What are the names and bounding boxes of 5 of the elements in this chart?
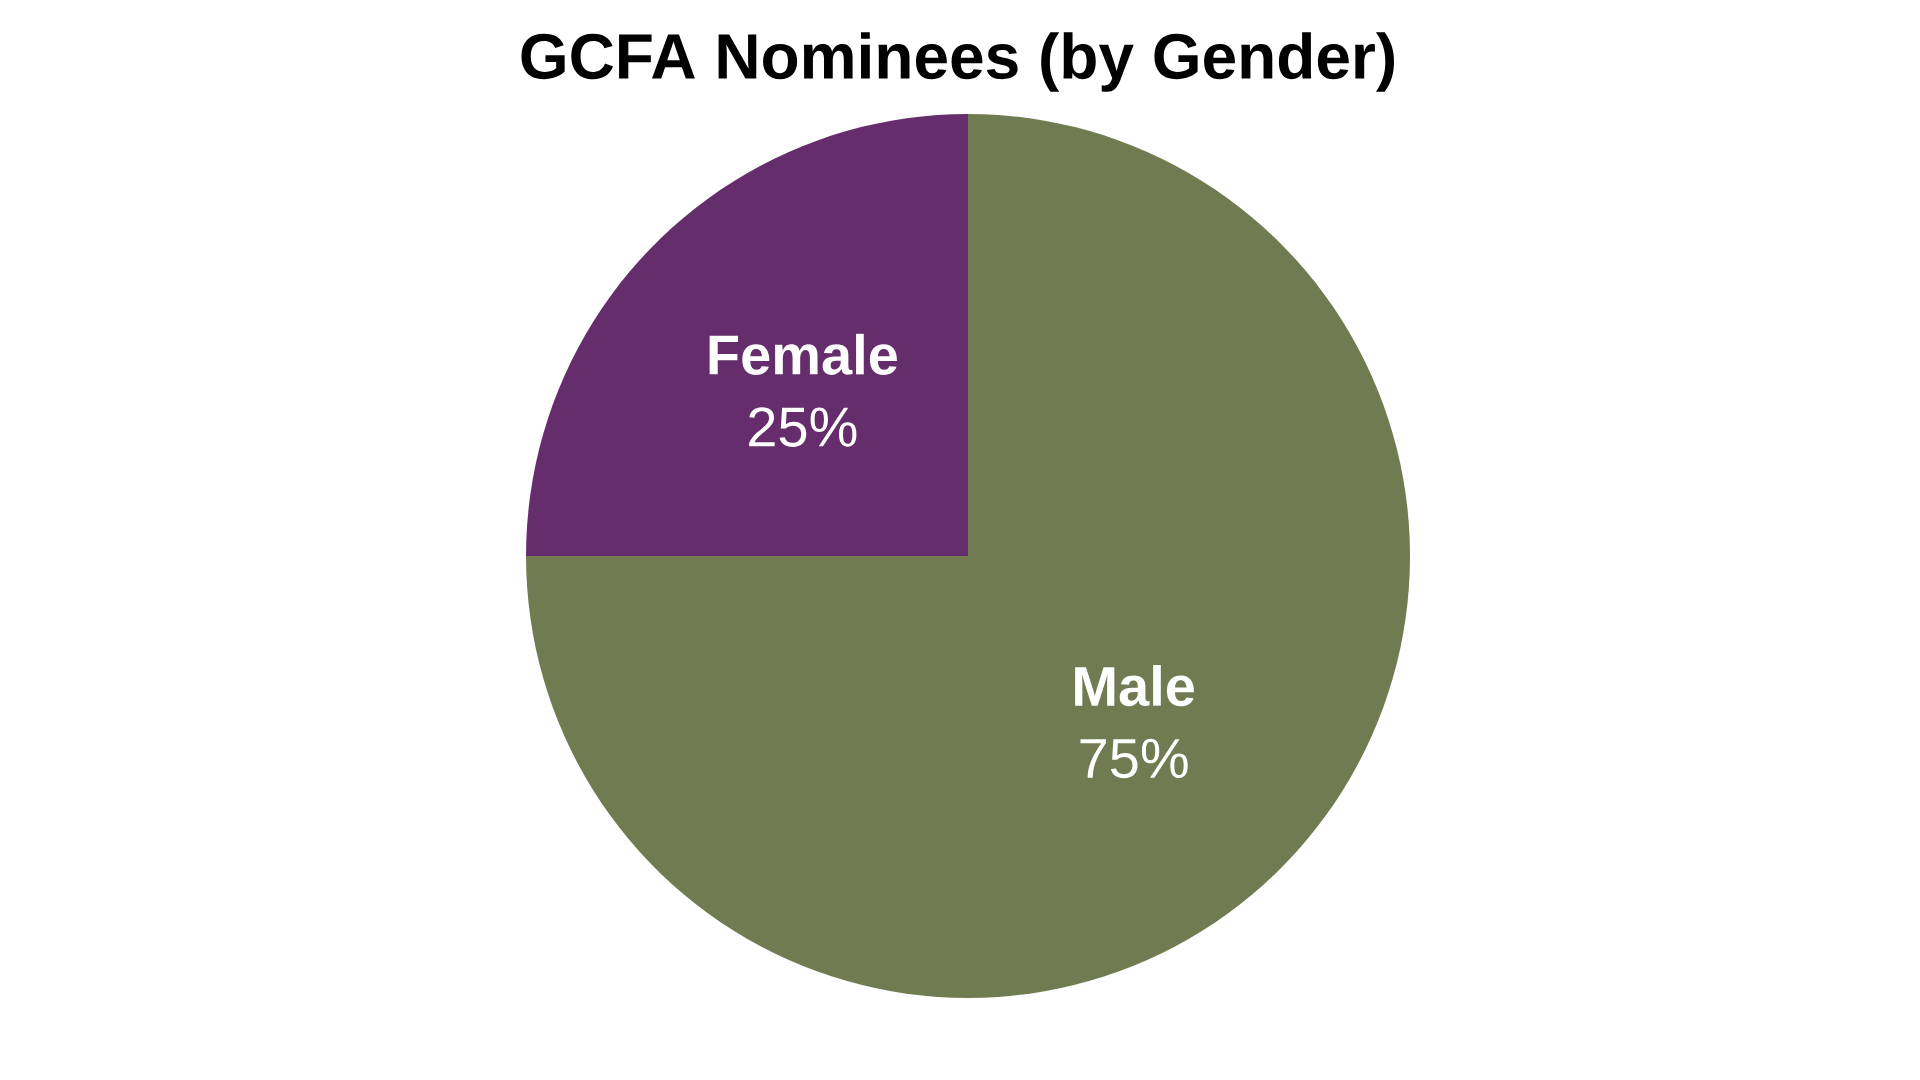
chart-title: GCFA Nominees (by Gender)	[521, 32, 1394, 92]
slice-label: Male	[1075, 665, 1194, 707]
data-label: 75%	[1080, 738, 1188, 779]
slice-label: Female	[709, 333, 897, 375]
data-label: 25%	[749, 407, 857, 447]
